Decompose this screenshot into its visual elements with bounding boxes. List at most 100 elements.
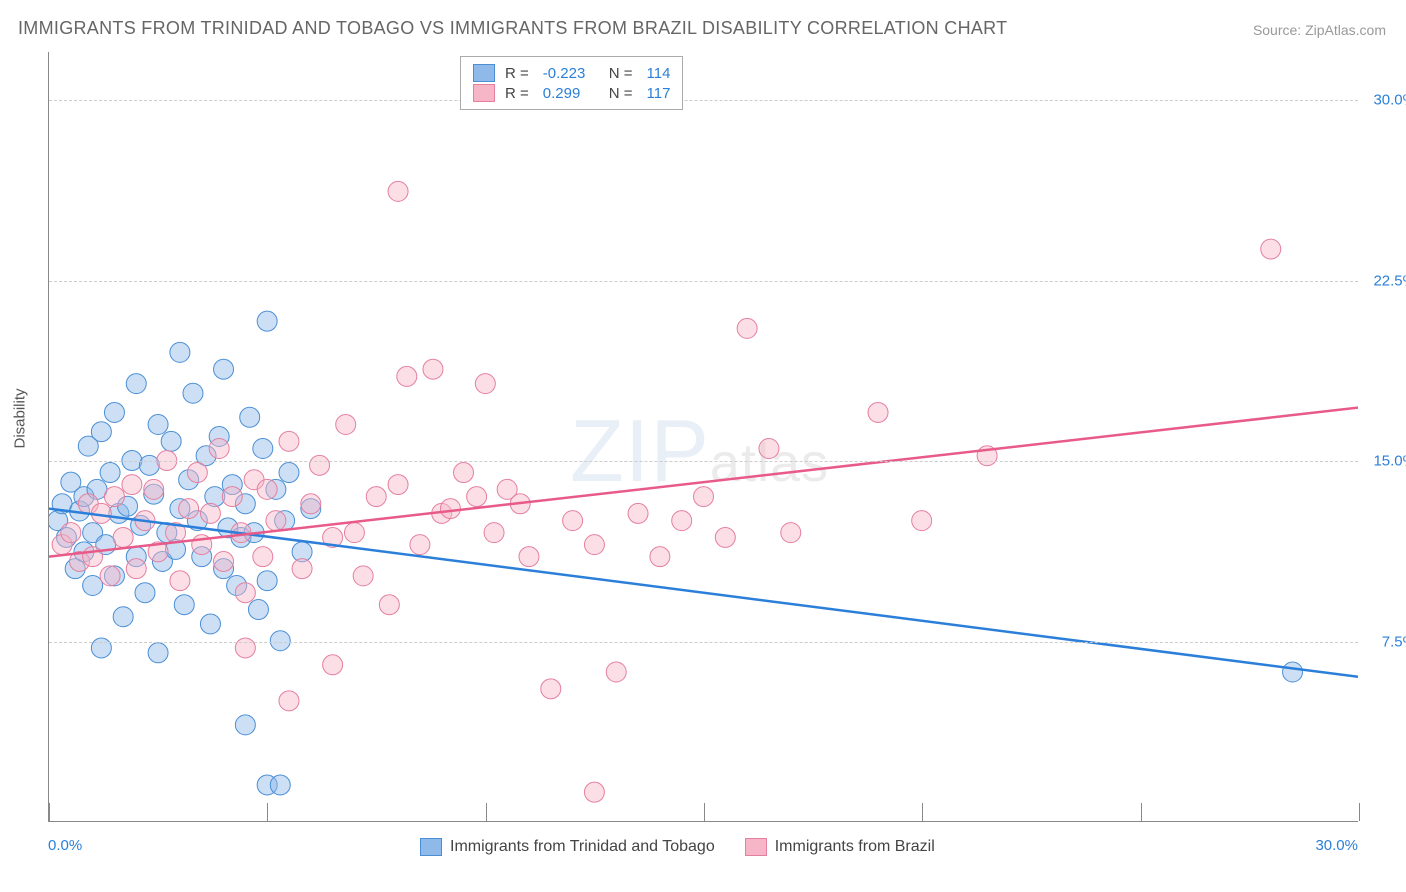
scatter-point — [1261, 239, 1281, 259]
legend-r-label: R = — [505, 65, 529, 82]
scatter-point — [91, 422, 111, 442]
scatter-point — [257, 311, 277, 331]
x-tick — [1359, 803, 1360, 821]
scatter-point — [61, 523, 81, 543]
scatter-point — [336, 414, 356, 434]
legend-n-label: N = — [609, 65, 633, 82]
scatter-point — [388, 181, 408, 201]
legend-n-value: 114 — [647, 65, 671, 82]
x-tick — [49, 803, 50, 821]
y-tick-label: 30.0% — [1373, 92, 1406, 109]
scatter-point — [235, 583, 255, 603]
scatter-point — [606, 662, 626, 682]
scatter-point — [912, 511, 932, 531]
series-legend: Immigrants from Trinidad and Tobago Immi… — [420, 838, 935, 856]
x-tick — [704, 803, 705, 821]
scatter-point — [628, 503, 648, 523]
scatter-point — [161, 431, 181, 451]
scatter-point — [301, 494, 321, 514]
gridline-horizontal — [49, 642, 1358, 643]
scatter-point — [563, 511, 583, 531]
scatter-point — [240, 407, 260, 427]
x-axis-start-label: 0.0% — [48, 837, 82, 854]
legend-swatch — [745, 838, 767, 856]
scatter-point — [144, 479, 164, 499]
legend-swatch — [473, 64, 495, 82]
legend-swatch — [473, 84, 495, 102]
scatter-point — [100, 463, 120, 483]
scatter-point — [1283, 662, 1303, 682]
legend-n-value: 117 — [647, 85, 671, 102]
y-tick-label: 22.5% — [1373, 272, 1406, 289]
legend-row: R = -0.223 N = 114 — [473, 63, 670, 83]
scatter-point — [113, 527, 133, 547]
scatter-point — [397, 366, 417, 386]
scatter-point — [694, 487, 714, 507]
scatter-point — [344, 523, 364, 543]
scatter-point — [759, 439, 779, 459]
scatter-point — [113, 607, 133, 627]
x-tick — [486, 803, 487, 821]
scatter-point — [209, 439, 229, 459]
x-axis-end-label: 30.0% — [1315, 837, 1358, 854]
scatter-point — [214, 359, 234, 379]
scatter-point — [170, 571, 190, 591]
scatter-point — [584, 535, 604, 555]
scatter-point — [279, 463, 299, 483]
legend-r-label: R = — [505, 85, 529, 102]
scatter-point — [139, 455, 159, 475]
scatter-point — [467, 487, 487, 507]
correlation-legend: R = -0.223 N = 114 R = 0.299 N = 117 — [460, 56, 683, 110]
scatter-point — [270, 775, 290, 795]
scatter-point — [584, 782, 604, 802]
scatter-point — [253, 547, 273, 567]
scatter-point — [104, 402, 124, 422]
legend-swatch — [420, 838, 442, 856]
scatter-point — [200, 503, 220, 523]
chart-plot-area: 7.5%15.0%22.5%30.0% — [48, 52, 1358, 822]
scatter-point — [672, 511, 692, 531]
scatter-point — [214, 551, 234, 571]
scatter-point — [353, 566, 373, 586]
source-attribution: Source: ZipAtlas.com — [1253, 22, 1386, 38]
scatter-point — [475, 374, 495, 394]
x-tick — [922, 803, 923, 821]
x-tick — [1141, 803, 1142, 821]
scatter-point — [183, 383, 203, 403]
x-tick — [267, 803, 268, 821]
scatter-point — [222, 487, 242, 507]
scatter-point — [781, 523, 801, 543]
scatter-point — [279, 691, 299, 711]
scatter-point — [174, 595, 194, 615]
y-tick-label: 15.0% — [1373, 453, 1406, 470]
series-legend-item: Immigrants from Trinidad and Tobago — [420, 838, 715, 856]
scatter-point — [423, 359, 443, 379]
series-legend-item: Immigrants from Brazil — [745, 838, 935, 856]
series-legend-label: Immigrants from Trinidad and Tobago — [450, 838, 715, 856]
scatter-point — [148, 643, 168, 663]
scatter-point — [122, 475, 142, 495]
scatter-point — [519, 547, 539, 567]
scatter-point — [148, 414, 168, 434]
scatter-point — [323, 655, 343, 675]
gridline-horizontal — [49, 281, 1358, 282]
scatter-point — [410, 535, 430, 555]
scatter-point — [126, 374, 146, 394]
chart-title: IMMIGRANTS FROM TRINIDAD AND TOBAGO VS I… — [18, 18, 1007, 39]
scatter-point — [366, 487, 386, 507]
scatter-point — [715, 527, 735, 547]
scatter-point — [279, 431, 299, 451]
scatter-point — [257, 479, 277, 499]
legend-row: R = 0.299 N = 117 — [473, 83, 670, 103]
scatter-point — [310, 455, 330, 475]
legend-n-label: N = — [609, 85, 633, 102]
scatter-point — [650, 547, 670, 567]
scatter-point — [135, 583, 155, 603]
series-legend-label: Immigrants from Brazil — [775, 838, 935, 856]
scatter-point — [248, 600, 268, 620]
legend-r-value: 0.299 — [543, 85, 599, 102]
scatter-point — [126, 559, 146, 579]
gridline-horizontal — [49, 461, 1358, 462]
scatter-point — [83, 576, 103, 596]
scatter-point — [737, 318, 757, 338]
